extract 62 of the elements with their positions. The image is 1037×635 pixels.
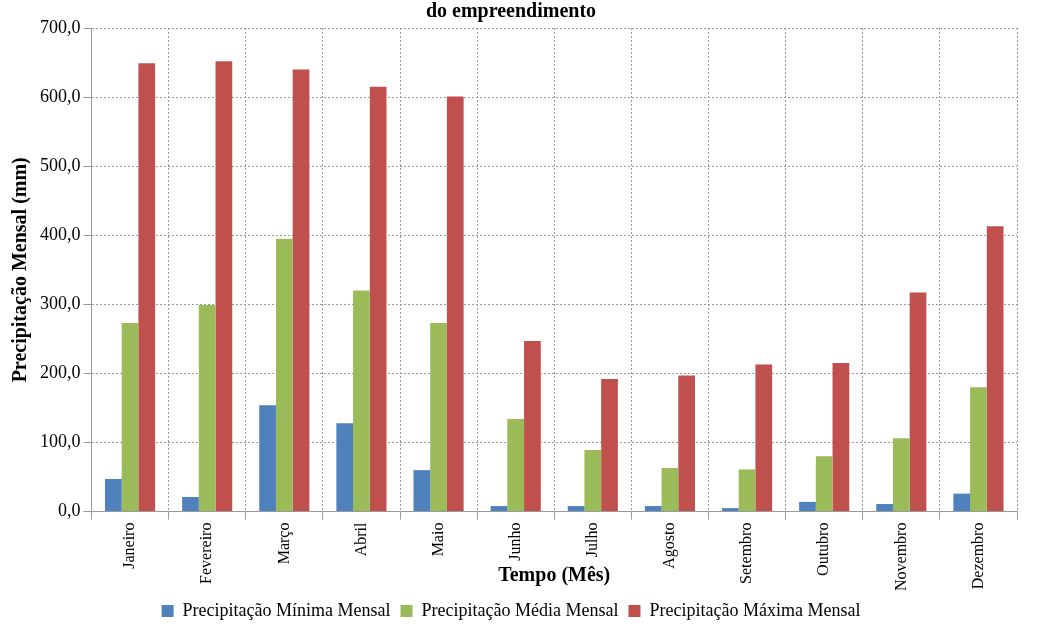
y-tick-label: 500,0	[40, 154, 81, 175]
bar	[909, 292, 927, 512]
y-tick-label: 700,0	[40, 16, 81, 37]
bar	[215, 61, 233, 512]
bar	[815, 456, 833, 512]
bar	[259, 405, 276, 512]
bar	[430, 322, 447, 512]
legend-label: Precipitação Máxima Mensal	[649, 599, 861, 620]
bar	[198, 305, 216, 512]
bar	[275, 238, 293, 512]
bar	[490, 506, 508, 512]
y-tick-label: 600,0	[40, 85, 81, 106]
bar	[644, 506, 662, 512]
x-tick-label: Outubro	[814, 522, 832, 576]
bar	[678, 375, 695, 512]
x-tick-label: Agosto	[660, 522, 679, 569]
bar	[601, 378, 618, 512]
bar	[105, 479, 122, 512]
x-tick-label: Fevereiro	[197, 522, 215, 584]
bar	[876, 503, 893, 512]
x-axis-title: Tempo (Mês)	[498, 563, 611, 587]
x-tick-label: Novembro	[891, 522, 909, 592]
y-tick-label: 0,0	[58, 500, 81, 521]
bar	[953, 493, 971, 512]
bar	[413, 470, 431, 512]
x-tick-label: Maio	[428, 522, 446, 557]
bar	[661, 468, 679, 512]
bar	[832, 363, 850, 512]
bar	[584, 450, 602, 512]
y-tick-label: 300,0	[40, 293, 81, 314]
bar	[182, 497, 199, 512]
bar	[369, 86, 387, 512]
bar	[567, 506, 585, 512]
y-tick-label: 200,0	[40, 362, 81, 383]
bar	[121, 322, 139, 512]
y-tick-label: 100,0	[40, 431, 81, 452]
bar	[446, 96, 464, 512]
chart-title: do empreendimento	[425, 0, 597, 23]
bar	[507, 419, 525, 512]
x-tick-label: Junho	[505, 522, 523, 561]
legend-label: Precipitação Mínima Mensal	[182, 599, 391, 620]
x-tick-label: Dezembro	[968, 522, 986, 590]
x-tick-label: Janeiro	[120, 522, 138, 569]
bar	[722, 508, 739, 512]
x-tick-label: Março	[274, 522, 293, 565]
bar	[138, 63, 156, 512]
x-tick-label: Julho	[583, 522, 601, 558]
bar	[970, 387, 987, 512]
bar	[292, 69, 310, 512]
y-tick-label: 400,0	[40, 223, 81, 244]
legend-label: Precipitação Média Mensal	[421, 599, 619, 620]
y-axis-title: Precipitação Mensal (mm)	[8, 157, 32, 383]
bar	[353, 290, 370, 512]
x-tick-label: Setembro	[737, 522, 755, 584]
bar	[892, 438, 910, 512]
bar	[336, 423, 354, 512]
bar	[524, 340, 541, 512]
bar	[799, 501, 816, 512]
bar	[738, 469, 756, 512]
bar	[986, 226, 1004, 512]
x-tick-label: Abril	[351, 522, 369, 557]
bar	[755, 364, 773, 512]
